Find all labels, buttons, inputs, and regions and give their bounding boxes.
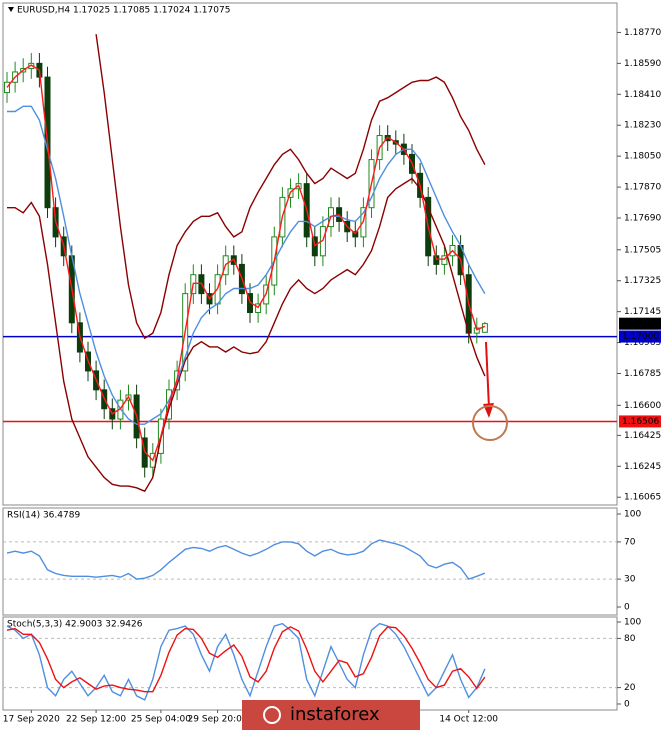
- x-tick-label: 25 Sep 04:00: [131, 715, 191, 725]
- candle-body: [441, 255, 448, 265]
- y-tick-label: 1.16425: [624, 431, 661, 441]
- main-panel: [2, 2, 618, 506]
- y-tick-label: 1.16785: [624, 369, 661, 379]
- watermark-logo: [263, 706, 281, 724]
- symbol-icon: [8, 7, 14, 12]
- price-tag-label: 1.17075: [622, 319, 659, 329]
- y-tick-label: 1.18230: [624, 121, 661, 131]
- candle-body: [433, 255, 440, 265]
- watermark-box: [242, 700, 420, 730]
- candle-body: [481, 323, 488, 333]
- indicator-line: [95, 34, 486, 340]
- y-tick-label: 1.17505: [624, 245, 661, 255]
- target-circle: [472, 405, 508, 441]
- candle-body: [4, 81, 10, 94]
- x-tick-label: 14 Oct 12:00: [439, 715, 498, 725]
- watermark: instaforex: [290, 704, 380, 725]
- indicator-line: [7, 177, 486, 493]
- y-tick-label: 20: [624, 683, 636, 693]
- panel-title: EURUSD,H4 1.17025 1.17085 1.17024 1.1707…: [17, 6, 230, 16]
- y-tick-label: 1.17325: [624, 276, 661, 286]
- y-tick-label: 1.17870: [624, 183, 661, 193]
- y-tick-label: 0: [624, 603, 630, 613]
- panel-title: Stoch(5,3,3) 42.9003 32.9426: [7, 620, 143, 630]
- y-tick-label: 1.18590: [624, 59, 661, 69]
- indicator-line: [6, 622, 486, 701]
- x-tick-label: 17 Sep 2020: [3, 715, 60, 725]
- y-tick-label: 1.16065: [624, 493, 661, 503]
- candle-body: [311, 236, 318, 257]
- y-tick-label: 30: [624, 575, 636, 585]
- y-tick-label: 1.18770: [624, 28, 661, 38]
- level-tag: [619, 330, 661, 343]
- panel-title: RSI(14) 36.4789: [7, 511, 80, 521]
- y-tick-label: 1.18410: [624, 90, 661, 100]
- rsi-panel: [2, 507, 618, 616]
- y-tick-label: 100: [624, 618, 641, 628]
- y-tick-label: 1.16245: [624, 462, 661, 472]
- y-tick-label: 1.17145: [624, 307, 661, 317]
- y-tick-label: 100: [624, 510, 641, 520]
- chart-layer: EURUSD,H4 1.17025 1.17085 1.17024 1.1707…: [3, 6, 661, 730]
- indicator-line: [6, 626, 486, 693]
- level-label: 1.17000: [622, 332, 659, 342]
- y-tick-label: 1.17690: [624, 214, 661, 224]
- x-tick-label: 22 Sep 12:00: [66, 715, 126, 725]
- y-tick-label: 1.16600: [624, 401, 661, 411]
- level-tag: [619, 415, 661, 428]
- indicator-line: [6, 64, 486, 462]
- indicator-line: [6, 539, 486, 580]
- price-tag: [619, 317, 661, 330]
- level-label: 1.16506: [622, 417, 659, 427]
- y-tick-label: 1.18050: [624, 152, 661, 162]
- forecast-arrow: [485, 341, 490, 409]
- y-tick-label: 0: [624, 700, 630, 710]
- y-tick-label: 80: [624, 634, 636, 644]
- y-tick-label: 70: [624, 537, 636, 547]
- x-tick-label: 29 Sep 20:00: [188, 715, 248, 725]
- y-tick-label: 1.16965: [624, 338, 661, 348]
